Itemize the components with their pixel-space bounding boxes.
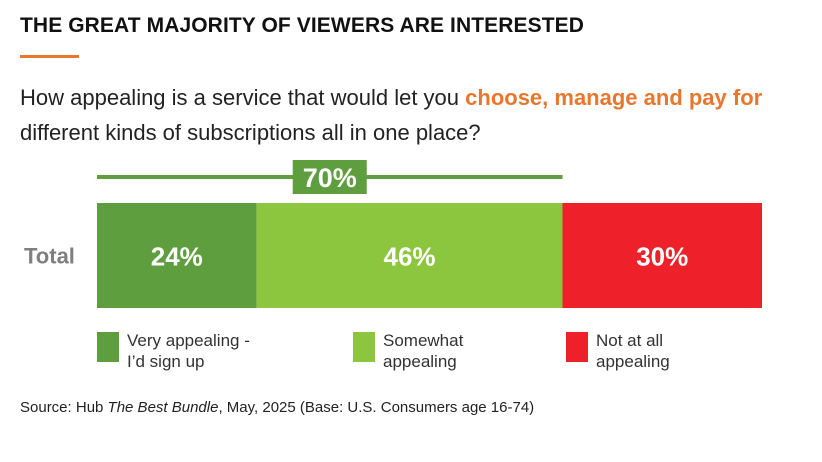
question-highlight: choose, manage and pay for <box>465 85 763 110</box>
legend-label-somewhat-appealing: Somewhat appealing <box>383 331 464 371</box>
source-note: Source: Hub The Best Bundle, May, 2025 (… <box>20 399 535 416</box>
category-label-total: Total <box>24 244 75 269</box>
bar-label-very-appealing: 24% <box>151 242 203 272</box>
combined-label-background <box>292 160 367 194</box>
legend-label-not-appealing: Not at all appealing <box>596 331 670 371</box>
bar-segment-not-appealing <box>562 203 762 308</box>
legend-swatch-very-appealing <box>97 332 119 362</box>
survey-question: How appealing is a service that would le… <box>20 80 800 150</box>
legend-swatch-somewhat-appealing <box>353 332 375 362</box>
bar-label-somewhat-appealing: 46% <box>384 242 436 272</box>
legend-item-somewhat-appealing: Somewhat appealing <box>353 330 553 372</box>
legend-item-very-appealing: Very appealing - I’d sign up <box>97 330 297 372</box>
question-text-part2: different kinds of subscriptions all in … <box>20 120 481 145</box>
title-underline <box>20 55 79 58</box>
bar-segment-somewhat-appealing <box>256 203 563 308</box>
combined-label: 70% <box>303 163 357 193</box>
bar-segment-very-appealing <box>97 203 257 308</box>
legend-item-not-appealing: Not at all appealing <box>566 330 766 372</box>
legend-swatch-not-appealing <box>566 332 588 362</box>
legend-label-very-appealing: Very appealing - I’d sign up <box>127 331 250 371</box>
question-text-part1: How appealing is a service that would le… <box>20 85 466 110</box>
chart-title: THE GREAT MAJORITY OF VIEWERS ARE INTERE… <box>20 14 585 37</box>
bar-label-not-appealing: 30% <box>636 242 688 272</box>
